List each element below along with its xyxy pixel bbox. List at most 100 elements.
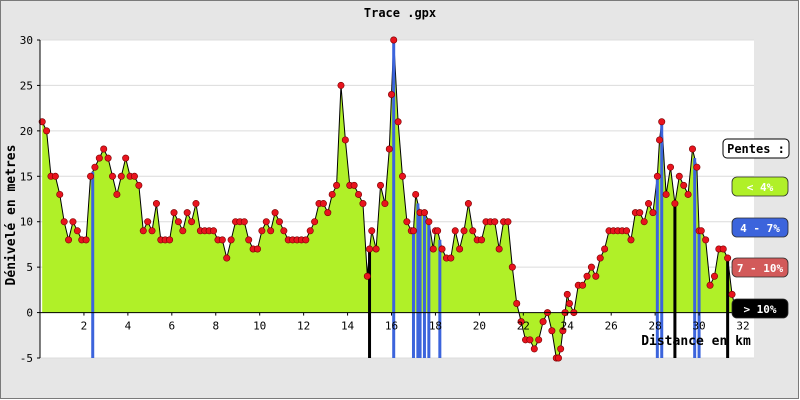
elevation-point <box>152 200 160 208</box>
elevation-point <box>385 145 393 153</box>
elevation-point <box>166 236 174 244</box>
elevation-point <box>623 227 631 235</box>
elevation-point <box>306 227 314 235</box>
x-tick-label: 16 <box>385 320 398 333</box>
elevation-point <box>43 127 51 135</box>
elevation-point <box>513 299 521 307</box>
x-tick-label: 28 <box>649 320 662 333</box>
y-tick-label: 5 <box>26 261 33 274</box>
x-tick-label: 22 <box>517 320 530 333</box>
elevation-point <box>324 209 332 217</box>
elevation-point <box>302 236 310 244</box>
elevation-point <box>434 227 442 235</box>
x-tick-label: 32 <box>736 320 749 333</box>
elevation-markers <box>38 36 740 362</box>
elevation-point <box>366 245 374 253</box>
elevation-point <box>702 236 710 244</box>
elevation-point <box>192 200 200 208</box>
legend-title-box <box>722 138 790 159</box>
elevation-point <box>337 81 345 89</box>
elevation-point <box>130 172 138 180</box>
elevation-point <box>649 209 657 217</box>
elevation-point <box>51 172 59 180</box>
elevation-point <box>601 245 609 253</box>
elevation-point <box>662 190 670 198</box>
elevation-point <box>697 227 705 235</box>
elevation-point <box>350 181 358 189</box>
y-tick-label: 25 <box>20 79 33 92</box>
x-tick-label: 4 <box>125 320 132 333</box>
elevation-point <box>328 190 336 198</box>
elevation-point <box>451 227 459 235</box>
elevation-point <box>319 200 327 208</box>
elevation-point <box>60 218 68 226</box>
elevation-point <box>412 190 420 198</box>
elevation-point <box>388 91 396 99</box>
elevation-point <box>688 145 696 153</box>
x-tick-label: 14 <box>341 320 355 333</box>
elevation-point <box>710 272 718 280</box>
elevation-point <box>275 218 283 226</box>
elevation-point <box>218 236 226 244</box>
x-axis-label: Distance en km <box>641 334 751 349</box>
elevation-point <box>262 218 270 226</box>
elevation-point <box>341 136 349 144</box>
elevation-point <box>38 118 46 126</box>
elevation-point <box>653 172 661 180</box>
elevation-point <box>680 181 688 189</box>
elevation-point <box>693 163 701 171</box>
elevation-point <box>144 218 152 226</box>
legend-label: < 4% <box>747 181 774 194</box>
chart-title: Trace .gpx <box>364 6 436 20</box>
elevation-point <box>179 227 187 235</box>
y-tick-label: -5 <box>20 352 33 365</box>
elevation-point <box>82 236 90 244</box>
x-tick-label: 12 <box>297 320 310 333</box>
elevation-point <box>91 163 99 171</box>
elevation-point <box>559 327 567 335</box>
x-tick-label: 24 <box>561 320 575 333</box>
elevation-point <box>706 281 714 289</box>
elevation-point <box>587 263 595 271</box>
elevation-point <box>627 236 635 244</box>
x-tick-label: 6 <box>169 320 176 333</box>
elevation-point <box>565 299 573 307</box>
elevation-point <box>139 227 147 235</box>
y-tick-label: 10 <box>20 216 33 229</box>
elevation-point <box>333 181 341 189</box>
elevation-point <box>87 172 95 180</box>
elevation-point <box>640 218 648 226</box>
elevation-point <box>188 218 196 226</box>
legend-swatch <box>731 217 789 238</box>
elevation-point <box>174 218 182 226</box>
elevation-point <box>240 218 248 226</box>
elevation-point <box>394 118 402 126</box>
elevation-point <box>170 209 178 217</box>
elevation-point <box>95 154 103 162</box>
elevation-point <box>420 209 428 217</box>
elevation-point <box>438 245 446 253</box>
elevation-point <box>368 227 376 235</box>
elevation-point <box>548 327 556 335</box>
legend-label: 4 - 7% <box>740 222 780 235</box>
elevation-point <box>403 218 411 226</box>
elevation-point <box>381 200 389 208</box>
x-tick-label: 2 <box>81 320 88 333</box>
elevation-point <box>530 345 538 353</box>
elevation-point <box>535 336 543 344</box>
elevation-point <box>656 136 664 144</box>
elevation-point <box>390 36 398 44</box>
elevation-point <box>148 227 156 235</box>
elevation-point <box>245 236 253 244</box>
elevation-point <box>254 245 262 253</box>
legend-label: > 10% <box>743 303 776 316</box>
elevation-point <box>728 290 736 298</box>
y-tick-label: 20 <box>20 125 33 138</box>
elevation-point <box>636 209 644 217</box>
elevation-point <box>675 172 683 180</box>
elevation-point <box>223 254 231 262</box>
elevation-point <box>563 290 571 298</box>
legend-swatch <box>731 257 789 278</box>
